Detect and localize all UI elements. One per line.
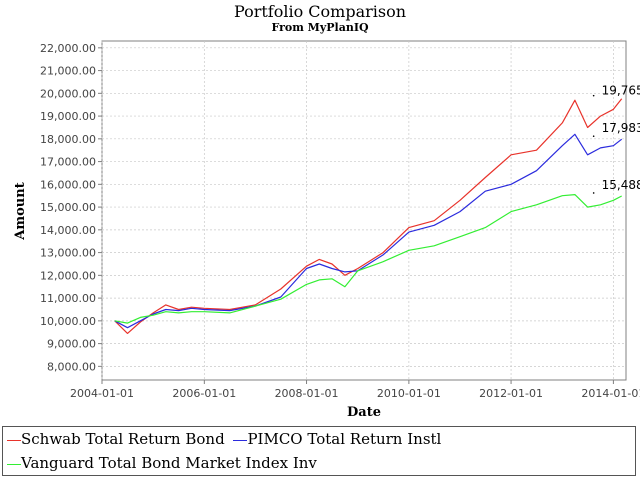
y-tick-label: 20,000.00	[40, 87, 96, 100]
y-tick-label: 9,000.00	[47, 338, 96, 351]
y-tick-label: 19,000.00	[40, 110, 96, 123]
y-tick-label: 13,000.00	[40, 247, 96, 260]
end-value-label: 15,488	[602, 178, 640, 192]
end-marker	[592, 135, 595, 138]
y-tick-label: 8,000.00	[47, 360, 96, 373]
x-tick-label: 2008-01-01	[275, 387, 339, 400]
grid-lines	[101, 41, 626, 380]
end-marker	[592, 94, 595, 97]
legend-label-schwab: Schwab Total Return Bond	[21, 430, 225, 448]
end-value-label: 19,765	[602, 84, 640, 98]
series-lines	[114, 98, 623, 334]
y-tick-label: 11,000.00	[40, 292, 96, 305]
legend-item-schwab: Schwab Total Return Bond	[7, 430, 225, 448]
legend-label-vanguard: Vanguard Total Bond Market Index Inv	[21, 454, 317, 472]
y-tick-label: 15,000.00	[40, 201, 96, 214]
x-tick-label: 2014-01-01	[581, 387, 640, 400]
chart-title: Portfolio Comparison	[233, 2, 407, 21]
y-tick-label: 18,000.00	[40, 133, 96, 146]
y-axis-label: Amount	[13, 182, 28, 240]
x-axis-label: Date	[347, 405, 381, 420]
x-tick-label: 2006-01-01	[172, 387, 236, 400]
y-tick-label: 22,000.00	[40, 42, 96, 55]
x-tick-label: 2010-01-01	[377, 387, 441, 400]
end-marker	[592, 192, 595, 194]
plot-area	[101, 40, 627, 381]
end-value-label: 17,983	[602, 121, 640, 135]
legend-label-pimco: PIMCO Total Return Instl	[247, 430, 442, 448]
series-line-2	[114, 194, 622, 324]
legend-swatch-schwab	[7, 439, 21, 441]
end-labels: 19,765 17,983 15,488	[592, 84, 640, 194]
legend-swatch-vanguard	[7, 463, 21, 465]
x-tick-label: 2012-01-01	[479, 387, 543, 400]
series-line-1	[114, 133, 623, 329]
series-line-0	[114, 98, 623, 334]
chart-subtitle: From MyPlanIQ	[271, 21, 369, 34]
x-tick-label: 2004-01-01	[70, 387, 134, 400]
y-tick-label: 17,000.00	[40, 156, 96, 169]
legend-item-vanguard: Vanguard Total Bond Market Index Inv	[7, 454, 317, 472]
y-tick-label: 12,000.00	[40, 269, 96, 282]
y-tick-label: 14,000.00	[40, 224, 96, 237]
x-axis: 2004-01-01 2006-01-01 2008-01-01 2010-01-01…	[70, 380, 640, 400]
y-tick-label: 16,000.00	[40, 178, 96, 191]
y-axis: 8,000.00 9,000.00 10,000.00 11,000.00 12,000…	[40, 42, 102, 373]
legend-swatch-pimco	[233, 439, 248, 441]
legend: Schwab Total Return Bond PIMCO Total Ret…	[2, 426, 636, 476]
y-tick-label: 10,000.00	[40, 315, 96, 328]
y-tick-label: 21,000.00	[40, 65, 96, 78]
legend-item-pimco: PIMCO Total Return Instl	[233, 430, 441, 448]
